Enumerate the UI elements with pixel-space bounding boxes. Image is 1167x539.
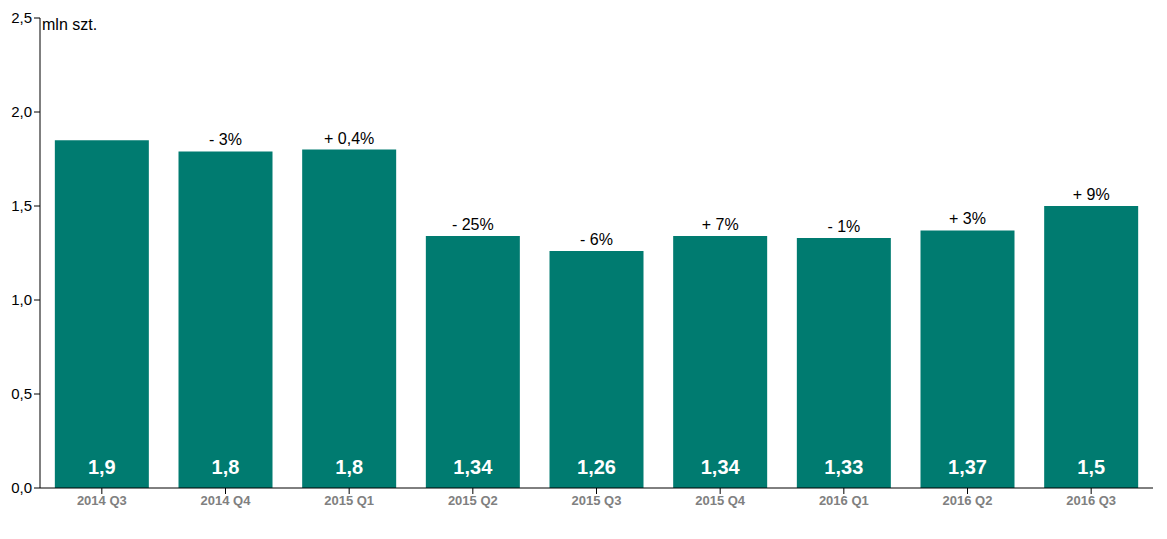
svg-text:2016 Q2: 2016 Q2: [943, 493, 993, 508]
svg-text:1,34: 1,34: [701, 456, 741, 478]
svg-text:+ 3%: + 3%: [949, 210, 986, 227]
svg-text:1,34: 1,34: [453, 456, 493, 478]
svg-text:- 3%: - 3%: [209, 131, 242, 148]
svg-text:0,0: 0,0: [11, 479, 32, 496]
svg-text:- 6%: - 6%: [580, 231, 613, 248]
svg-text:1,5: 1,5: [1077, 456, 1105, 478]
html-text:mln szt.: mln szt.: [42, 16, 98, 33]
svg-text:0,5: 0,5: [11, 385, 32, 402]
svg-text:2015 Q2: 2015 Q2: [448, 493, 498, 508]
svg-text:2014 Q3: 2014 Q3: [77, 493, 127, 508]
svg-text:2,5: 2,5: [11, 9, 32, 26]
svg-text:- 1%: - 1%: [827, 218, 860, 235]
svg-text:2016 Q1: 2016 Q1: [819, 493, 869, 508]
svg-text:- 25%: - 25%: [452, 216, 494, 233]
svg-text:1,33: 1,33: [824, 456, 863, 478]
svg-text:2014 Q4: 2014 Q4: [201, 493, 252, 508]
svg-text:2015 Q4: 2015 Q4: [695, 493, 746, 508]
svg-text:2015 Q1: 2015 Q1: [324, 493, 374, 508]
svg-text:1,0: 1,0: [11, 291, 32, 308]
svg-text:2,0: 2,0: [11, 103, 32, 120]
svg-text:+ 0,4%: + 0,4%: [324, 130, 374, 147]
svg-text:2015 Q3: 2015 Q3: [572, 493, 622, 508]
svg-text:1,26: 1,26: [577, 456, 616, 478]
svg-text:1,9: 1,9: [88, 456, 116, 478]
svg-text:+ 9%: + 9%: [1073, 186, 1110, 203]
svg-text:1,8: 1,8: [335, 456, 363, 478]
svg-text:1,8: 1,8: [212, 456, 240, 478]
svg-text:2016 Q3: 2016 Q3: [1066, 493, 1116, 508]
svg-text:1,37: 1,37: [948, 456, 987, 478]
svg-text:1,5: 1,5: [11, 197, 32, 214]
svg-text:+ 7%: + 7%: [702, 216, 739, 233]
